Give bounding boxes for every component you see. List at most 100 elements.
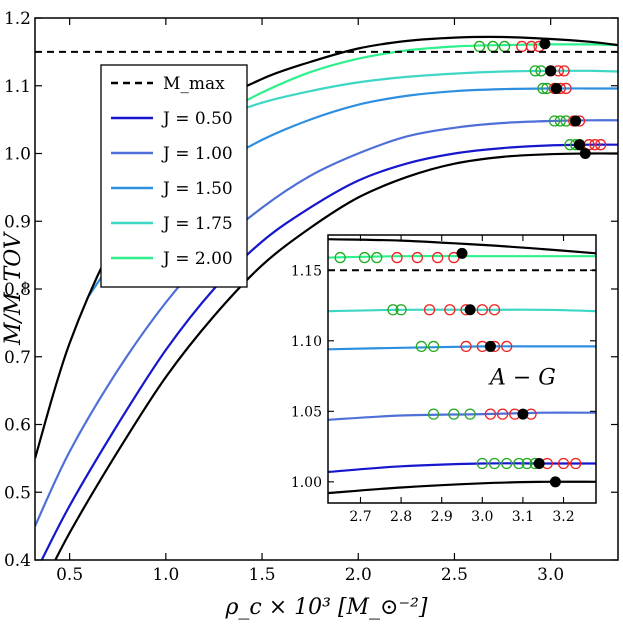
main-series-line-0 — [40, 143, 618, 560]
legend-box — [100, 64, 248, 288]
main-y-tick-label-0: 0.4 — [4, 551, 31, 571]
inset-red-marker-17 — [411, 251, 423, 264]
main-y-ticks: 0.4 0.5 0.6 0.7 0.8 0.9 1.0 1.1 1.2 — [4, 9, 618, 571]
inset-green-marker-6 — [427, 408, 440, 420]
inset-frame — [327, 234, 597, 504]
inset-y-tick-label-3: 1.15 — [291, 263, 322, 279]
inset-markers — [334, 247, 582, 488]
inset-red-marker-1 — [557, 457, 570, 470]
inset-series-line-5 — [328, 254, 596, 259]
inset-red-marker-15 — [488, 304, 501, 316]
x-axis-label: ρ_c × 10³ [M_⊙⁻²] — [224, 595, 427, 620]
legend-label-5: J = 2.00 — [161, 249, 233, 269]
main-black-marker-3 — [550, 82, 562, 94]
inset-background — [328, 235, 596, 503]
inset-green-marker-10 — [427, 340, 440, 353]
legend-label-4: J = 1.75 — [161, 214, 233, 234]
main-red-marker-1 — [589, 139, 601, 151]
main-series-line-1 — [35, 119, 618, 527]
main-black-marker-1 — [574, 139, 586, 151]
inset-green-marker-9 — [415, 340, 428, 353]
inset-y-tick-label-1: 1.05 — [291, 404, 322, 420]
main-green-marker-3 — [548, 115, 561, 127]
inset-x-tick-label-2: 2.9 — [431, 509, 453, 525]
main-green-marker-12 — [498, 40, 511, 53]
main-green-marker-8 — [529, 65, 541, 77]
main-x-tick-label-4: 2.5 — [441, 565, 468, 585]
main-y-tick-label-4: 0.8 — [4, 280, 31, 300]
inset-green-marker-15 — [371, 251, 383, 264]
inset-green-marker-11 — [387, 304, 399, 316]
main-markers — [473, 38, 607, 159]
inset-red-marker-12 — [444, 304, 456, 316]
main-x-tick-label-2: 1.5 — [249, 565, 276, 585]
inset-x-tick-label-5: 3.2 — [552, 509, 574, 525]
main-red-marker-10 — [558, 65, 570, 77]
main-black-marker-0 — [579, 148, 591, 159]
inset-red-marker-2 — [570, 457, 582, 470]
legend-label-2: J = 1.00 — [161, 144, 233, 164]
inset-black-marker-1 — [533, 458, 545, 470]
main-x-tick-label-3: 2.0 — [345, 565, 372, 585]
main-series-line-5 — [54, 152, 618, 560]
inset-red-marker-14 — [476, 304, 488, 316]
legend-label-3: J = 1.50 — [161, 179, 233, 199]
inset-y-ticks: 1.00 1.05 1.10 1.15 — [291, 263, 596, 491]
inset-series-line-3 — [328, 345, 596, 351]
main-y-tick-label-5: 0.9 — [4, 212, 31, 232]
main-green-marker-6 — [537, 82, 549, 95]
legend-label-1: J = 0.50 — [161, 109, 233, 129]
inset-green-marker-0 — [476, 457, 488, 470]
inset-annotation: A − G — [488, 366, 556, 391]
inset-red-marker-18 — [431, 251, 444, 264]
main-y-tick-label-3: 0.7 — [4, 348, 31, 368]
main-x-tick-label-0: 0.5 — [56, 565, 83, 585]
inset-red-marker-16 — [391, 251, 403, 264]
inset-green-marker-4 — [521, 457, 533, 470]
main-black-marker-5 — [539, 38, 551, 50]
inset-series-line-4 — [328, 308, 596, 313]
main-green-marker-11 — [487, 40, 499, 53]
inset-x-ticks: 2.7 2.8 2.9 3.0 3.1 3.2 — [349, 235, 575, 525]
inset-x-tick-label-0: 2.7 — [349, 509, 371, 525]
inset-x-tick-label-1: 2.8 — [390, 509, 412, 525]
inset-green-marker-7 — [448, 408, 460, 420]
legend-label-0: M_max — [163, 74, 225, 94]
main-y-tick-label-6: 1.0 — [4, 145, 31, 165]
inset-black-marker-4 — [464, 304, 476, 316]
inset-series-line-6 — [328, 238, 596, 255]
main-green-marker-4 — [554, 115, 566, 127]
inset-red-marker-4 — [496, 408, 509, 420]
inset-black-marker-3 — [484, 340, 496, 352]
inset-series-line-2 — [328, 411, 596, 421]
inset-y-tick-label-0: 1.00 — [291, 475, 322, 491]
inset-green-marker-8 — [464, 408, 476, 420]
main-y-tick-label-2: 0.6 — [4, 416, 31, 436]
inset-red-marker-11 — [423, 304, 436, 316]
main-black-marker-4 — [545, 65, 557, 77]
inset-x-tick-label-4: 3.1 — [512, 509, 534, 525]
inset-green-marker-13 — [334, 251, 346, 264]
main-y-tick-label-7: 1.1 — [4, 77, 31, 97]
main-x-ticks: 0.5 1.0 1.5 2.0 2.5 3.0 — [56, 18, 564, 585]
main-series-line-4 — [223, 43, 618, 114]
inset-red-marker-3 — [484, 408, 497, 420]
main-y-tick-label-1: 0.5 — [4, 483, 31, 503]
inset-series-line-1 — [328, 462, 596, 474]
y-axis-label: M/M_TOV — [1, 231, 26, 346]
inset-plot: 2.7 2.8 2.9 3.0 3.1 3.2 1.00 1.05 1.10 1.15 A − … — [291, 234, 597, 525]
main-red-marker-2 — [595, 139, 607, 151]
main-red-marker-11 — [516, 40, 528, 53]
legend: M_max J = 0.50 J = 1.00 J = 1.50 J = 1.75 J =… — [100, 64, 248, 288]
main-x-tick-label-1: 1.0 — [152, 565, 179, 585]
main-x-tick-label-5: 3.0 — [537, 565, 564, 585]
main-y-tick-label-8: 1.2 — [4, 9, 31, 29]
inset-curves — [328, 238, 596, 495]
inset-green-marker-12 — [395, 304, 407, 316]
inset-red-marker-10 — [501, 340, 513, 353]
inset-red-marker-7 — [460, 340, 472, 353]
inset-green-marker-2 — [501, 457, 513, 470]
inset-green-marker-3 — [513, 457, 525, 470]
inset-green-marker-1 — [488, 457, 501, 470]
